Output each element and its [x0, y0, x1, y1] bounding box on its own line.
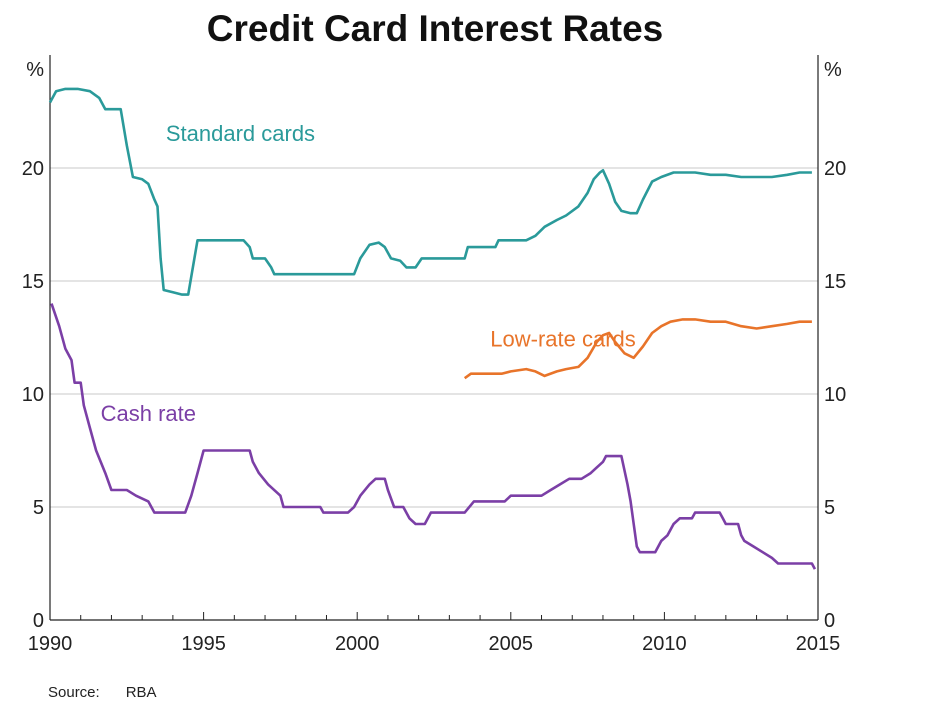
y-tick-label-right: 15: [824, 271, 846, 293]
x-tick-label: 1995: [181, 633, 226, 655]
y-tick-label-left: 10: [22, 384, 44, 406]
x-tick-label: 2010: [642, 633, 687, 655]
x-tick-label: 2015: [796, 633, 841, 655]
y-tick-label-left: 0: [33, 610, 44, 632]
y-unit-label-right: %: [824, 59, 842, 81]
chart-title: Credit Card Interest Rates: [206, 8, 664, 49]
series-label-low-rate-cards: Low-rate cards: [490, 327, 636, 352]
series-line-cash-rate: [50, 303, 817, 570]
x-tick-label: 1990: [28, 633, 73, 655]
y-tick-label-right: 5: [824, 497, 835, 519]
y-tick-label-right: 0: [824, 610, 835, 632]
source-label: Source:: [48, 684, 100, 701]
series-line-low-rate-cards: [463, 318, 812, 380]
axes: [49, 55, 819, 621]
source-value: RBA: [125, 684, 157, 701]
series-label-cash-rate: Cash rate: [101, 401, 196, 426]
series-lines: [48, 87, 817, 570]
tick-labels: 0 0 5 5 10 10 15 15 20 20% % 1990 1995 2000 2005 2010 20…: [22, 59, 847, 655]
series-label-standard-cards: Standard cards: [166, 121, 315, 146]
y-tick-label-left: 15: [22, 271, 44, 293]
source-note: Source: RBA: [48, 684, 157, 701]
y-tick-label-left: 5: [33, 497, 44, 519]
y-tick-label-right: 20: [824, 158, 846, 180]
series-line-standard-cards: [48, 87, 812, 296]
gridlines: [50, 167, 818, 508]
series-labels: Standard cards Low-rate cards Cash rate: [101, 121, 636, 426]
y-tick-label-left: 20: [22, 158, 44, 180]
y-unit-label-left: %: [26, 59, 44, 81]
x-tick-label: 2000: [335, 633, 380, 655]
y-tick-label-right: 10: [824, 384, 846, 406]
x-tick-label: 2005: [489, 633, 534, 655]
